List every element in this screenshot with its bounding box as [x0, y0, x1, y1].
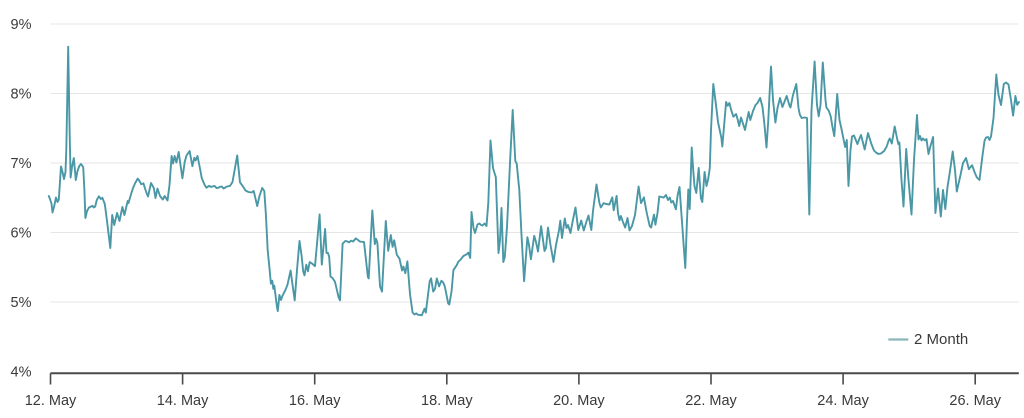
svg-text:18. May: 18. May: [421, 393, 473, 409]
svg-text:2 Month: 2 Month: [914, 331, 968, 348]
svg-text:24. May: 24. May: [817, 393, 869, 409]
svg-text:16. May: 16. May: [289, 393, 341, 409]
svg-text:12. May: 12. May: [25, 393, 77, 409]
svg-text:4%: 4%: [11, 364, 32, 380]
svg-text:7%: 7%: [11, 156, 32, 172]
svg-text:20. May: 20. May: [553, 393, 605, 409]
svg-text:5%: 5%: [11, 295, 32, 311]
svg-text:8%: 8%: [11, 86, 32, 102]
svg-text:9%: 9%: [11, 17, 32, 33]
svg-text:14. May: 14. May: [157, 393, 209, 409]
svg-text:6%: 6%: [11, 225, 32, 241]
svg-text:26. May: 26. May: [949, 393, 1001, 409]
svg-text:22. May: 22. May: [685, 393, 737, 409]
